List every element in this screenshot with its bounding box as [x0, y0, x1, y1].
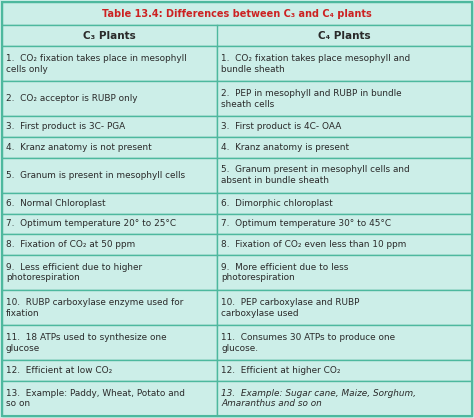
Text: 11.  Consumes 30 ATPs to produce one
glucose.: 11. Consumes 30 ATPs to produce one gluc… [221, 333, 395, 352]
Text: 2.  CO₂ acceptor is RUBP only: 2. CO₂ acceptor is RUBP only [6, 94, 137, 103]
Bar [2, 46, 217, 81]
Bar [2, 158, 217, 193]
Bar [217, 214, 472, 234]
Text: 13.  Example: Sugar cane, Maize, Sorghum,
Amaranthus and so on: 13. Example: Sugar cane, Maize, Sorghum,… [221, 389, 416, 408]
Text: 7.  Optimum temperature 20° to 25°C: 7. Optimum temperature 20° to 25°C [6, 219, 176, 228]
Text: 4.  Kranz anatomy is present: 4. Kranz anatomy is present [221, 143, 349, 152]
Bar [2, 381, 217, 416]
Bar [2, 234, 217, 255]
Bar [2, 290, 217, 325]
Text: 13.  Example: Paddy, Wheat, Potato and
so on: 13. Example: Paddy, Wheat, Potato and so… [6, 389, 185, 408]
Text: Table 13.4: Differences between C₃ and C₄ plants: Table 13.4: Differences between C₃ and C… [102, 9, 372, 19]
Bar [217, 116, 472, 137]
Text: 6.  Normal Chloroplast: 6. Normal Chloroplast [6, 199, 106, 208]
Text: 8.  Fixation of CO₂ even less than 10 ppm: 8. Fixation of CO₂ even less than 10 ppm [221, 240, 407, 249]
Text: 9.  More efficient due to less
photorespiration: 9. More efficient due to less photorespi… [221, 263, 349, 283]
Text: 10.  RUBP carboxylase enzyme used for
fixation: 10. RUBP carboxylase enzyme used for fix… [6, 298, 183, 318]
Text: 2.  PEP in mesophyll and RUBP in bundle
sheath cells: 2. PEP in mesophyll and RUBP in bundle s… [221, 89, 402, 109]
Text: 12.  Efficient at low CO₂: 12. Efficient at low CO₂ [6, 366, 112, 375]
Bar [217, 193, 472, 214]
Bar [2, 360, 217, 381]
Text: C₄ Plants: C₄ Plants [319, 31, 371, 41]
Text: 1.  CO₂ fixation takes place mesophyll and
bundle sheath: 1. CO₂ fixation takes place mesophyll an… [221, 54, 410, 74]
Bar [217, 234, 472, 255]
Text: 3.  First product is 3C- PGA: 3. First product is 3C- PGA [6, 122, 125, 131]
Bar [217, 46, 472, 81]
Text: 3.  First product is 4C- OAA: 3. First product is 4C- OAA [221, 122, 342, 131]
Text: 4.  Kranz anatomy is not present: 4. Kranz anatomy is not present [6, 143, 152, 152]
Bar [2, 325, 217, 360]
Text: 7.  Optimum temperature 30° to 45°C: 7. Optimum temperature 30° to 45°C [221, 219, 392, 228]
Text: 8.  Fixation of CO₂ at 50 ppm: 8. Fixation of CO₂ at 50 ppm [6, 240, 135, 249]
Bar [2, 255, 217, 290]
Text: 11.  18 ATPs used to synthesize one
glucose: 11. 18 ATPs used to synthesize one gluco… [6, 333, 167, 352]
Text: 5.  Granum is present in mesophyll cells: 5. Granum is present in mesophyll cells [6, 171, 185, 180]
Bar [2, 25, 472, 46]
Text: 12.  Efficient at higher CO₂: 12. Efficient at higher CO₂ [221, 366, 341, 375]
Bar [217, 137, 472, 158]
Text: 10.  PEP carboxylase and RUBP
carboxylase used: 10. PEP carboxylase and RUBP carboxylase… [221, 298, 360, 318]
Bar [217, 325, 472, 360]
Text: 6.  Dimorphic chloroplast: 6. Dimorphic chloroplast [221, 199, 333, 208]
Text: 9.  Less efficient due to higher
photorespiration: 9. Less efficient due to higher photores… [6, 263, 142, 283]
Bar [2, 116, 217, 137]
Bar [2, 137, 217, 158]
Bar [217, 360, 472, 381]
Bar [2, 2, 472, 25]
Bar [2, 193, 217, 214]
Bar [217, 255, 472, 290]
Text: 1.  CO₂ fixation takes place in mesophyll
cells only: 1. CO₂ fixation takes place in mesophyll… [6, 54, 187, 74]
Bar [2, 214, 217, 234]
Bar [2, 81, 217, 116]
Bar [217, 290, 472, 325]
Bar [217, 381, 472, 416]
Text: 5.  Granum present in mesophyll cells and
absent in bundle sheath: 5. Granum present in mesophyll cells and… [221, 166, 410, 185]
Bar [217, 81, 472, 116]
Bar [217, 158, 472, 193]
Text: C₃ Plants: C₃ Plants [83, 31, 136, 41]
